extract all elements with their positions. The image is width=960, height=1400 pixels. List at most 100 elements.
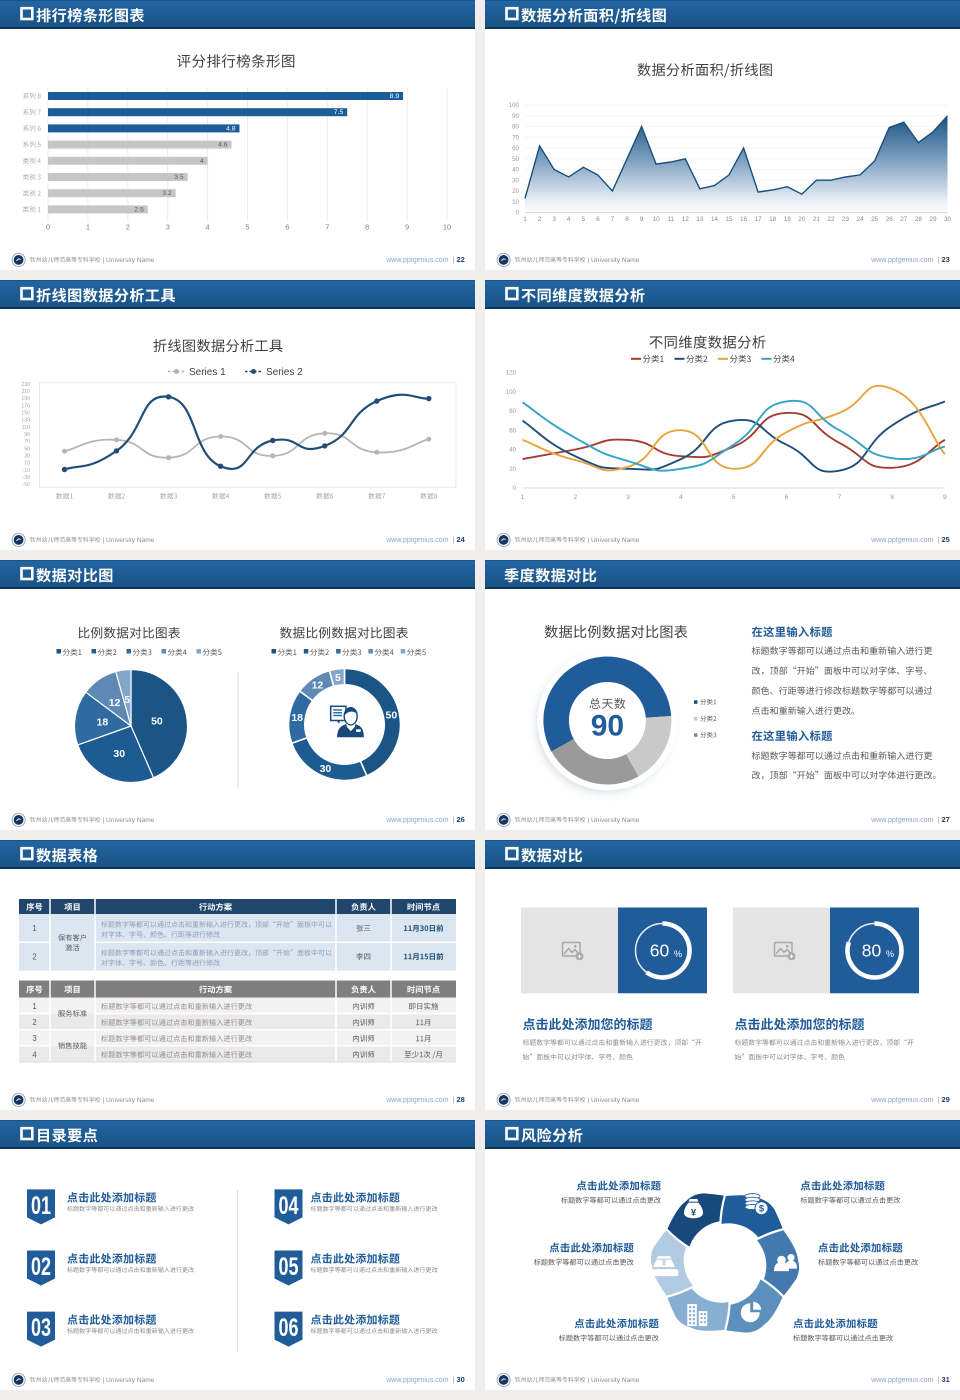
svg-text:|: |: [453, 1377, 455, 1384]
svg-text:10: 10: [443, 223, 451, 232]
svg-text:24: 24: [457, 535, 466, 544]
svg-text:|: |: [938, 817, 940, 824]
svg-text:6: 6: [596, 216, 600, 223]
svg-text:6: 6: [285, 223, 289, 232]
svg-text:90: 90: [591, 710, 624, 743]
svg-text:10: 10: [653, 216, 661, 223]
svg-text:| University Name: | University Name: [588, 817, 640, 824]
svg-text:30: 30: [24, 453, 30, 459]
svg-text:5: 5: [732, 494, 736, 501]
svg-text:19: 19: [784, 216, 792, 223]
svg-text:2.5: 2.5: [134, 206, 144, 213]
svg-text:4: 4: [200, 158, 204, 165]
svg-text:21: 21: [813, 216, 821, 223]
svg-text:18: 18: [769, 216, 777, 223]
svg-text:3: 3: [626, 494, 630, 501]
svg-text:80: 80: [512, 124, 519, 131]
svg-text:16: 16: [740, 216, 748, 223]
svg-text:| University Name: | University Name: [103, 817, 155, 824]
svg-text:7: 7: [611, 216, 615, 223]
svg-text:14: 14: [711, 216, 719, 223]
svg-text:¥: ¥: [691, 1208, 697, 1219]
svg-text:5: 5: [124, 694, 130, 706]
svg-text:170: 170: [21, 403, 30, 409]
svg-text:80: 80: [509, 408, 516, 415]
svg-text:01: 01: [31, 1191, 51, 1220]
svg-text:60: 60: [650, 941, 670, 961]
svg-text:2: 2: [126, 223, 130, 232]
svg-text:28: 28: [457, 1095, 465, 1104]
svg-text:|: |: [938, 1377, 940, 1384]
svg-text:www.pptgenius.com: www.pptgenius.com: [870, 537, 933, 544]
svg-text:25: 25: [942, 535, 950, 544]
svg-text:1: 1: [32, 924, 36, 933]
svg-text:10: 10: [24, 461, 30, 467]
svg-text:9: 9: [640, 216, 644, 223]
svg-text:Series 2: Series 2: [266, 367, 303, 378]
svg-text:29: 29: [942, 1095, 950, 1104]
svg-text:5: 5: [245, 223, 249, 232]
svg-text:50: 50: [24, 446, 30, 452]
svg-text:www.pptgenius.com: www.pptgenius.com: [385, 257, 448, 264]
svg-text:www.pptgenius.com: www.pptgenius.com: [870, 257, 933, 264]
svg-text:5: 5: [581, 216, 585, 223]
svg-text:|: |: [453, 537, 455, 544]
svg-text:100: 100: [506, 389, 517, 396]
svg-text:1: 1: [523, 216, 527, 223]
svg-text:7: 7: [837, 494, 841, 501]
svg-text:6: 6: [785, 494, 789, 501]
svg-text:|: |: [453, 257, 455, 264]
svg-text:%: %: [674, 949, 682, 959]
svg-text:3: 3: [166, 223, 170, 232]
svg-text:7.5: 7.5: [334, 109, 344, 116]
svg-text:02: 02: [31, 1252, 51, 1281]
svg-text:$: $: [759, 1204, 765, 1215]
svg-text:30: 30: [944, 216, 952, 223]
svg-text:100: 100: [509, 102, 520, 109]
svg-text:27: 27: [900, 216, 908, 223]
svg-text:| University Name: | University Name: [103, 537, 155, 544]
svg-text:| University Name: | University Name: [103, 257, 155, 264]
svg-text:04: 04: [278, 1191, 298, 1220]
svg-text:17: 17: [755, 216, 763, 223]
svg-text:27: 27: [942, 815, 950, 824]
svg-text:|: |: [938, 537, 940, 544]
svg-text:12: 12: [109, 697, 121, 709]
svg-text:11: 11: [667, 216, 674, 223]
svg-text:23: 23: [842, 216, 850, 223]
svg-text:www.pptgenius.com: www.pptgenius.com: [870, 1377, 933, 1384]
svg-text:9: 9: [943, 494, 947, 501]
svg-text:30: 30: [320, 763, 332, 775]
svg-text:50: 50: [386, 709, 398, 721]
svg-text:210: 210: [21, 389, 30, 395]
svg-text:8: 8: [890, 494, 894, 501]
svg-text:4: 4: [679, 494, 683, 501]
svg-text:12: 12: [682, 216, 690, 223]
svg-text:5: 5: [335, 672, 341, 684]
svg-text:230: 230: [21, 382, 30, 388]
svg-text:4.6: 4.6: [218, 142, 228, 149]
svg-text:2: 2: [32, 952, 36, 961]
svg-text:06: 06: [278, 1313, 298, 1342]
svg-text:60: 60: [509, 427, 516, 434]
svg-text:¥: ¥: [662, 1259, 667, 1268]
svg-text:22: 22: [827, 216, 835, 223]
svg-text:3.5: 3.5: [174, 174, 184, 181]
svg-text:10: 10: [512, 199, 519, 206]
svg-text:|: |: [453, 817, 455, 824]
svg-text:|: |: [938, 1097, 940, 1104]
svg-text:110: 110: [22, 425, 30, 431]
svg-text:40: 40: [509, 447, 516, 454]
svg-text:0: 0: [516, 210, 520, 217]
svg-text:03: 03: [31, 1313, 51, 1342]
svg-text:%: %: [886, 949, 894, 959]
svg-text:8.9: 8.9: [390, 93, 400, 100]
svg-text:1: 1: [32, 1002, 36, 1011]
svg-text:40: 40: [512, 167, 519, 174]
svg-text:26: 26: [457, 815, 465, 824]
svg-text:| University Name: | University Name: [103, 1377, 155, 1384]
svg-text:0: 0: [513, 485, 517, 492]
svg-text:80: 80: [862, 941, 882, 961]
svg-text:25: 25: [871, 216, 879, 223]
svg-text:70: 70: [24, 439, 30, 445]
